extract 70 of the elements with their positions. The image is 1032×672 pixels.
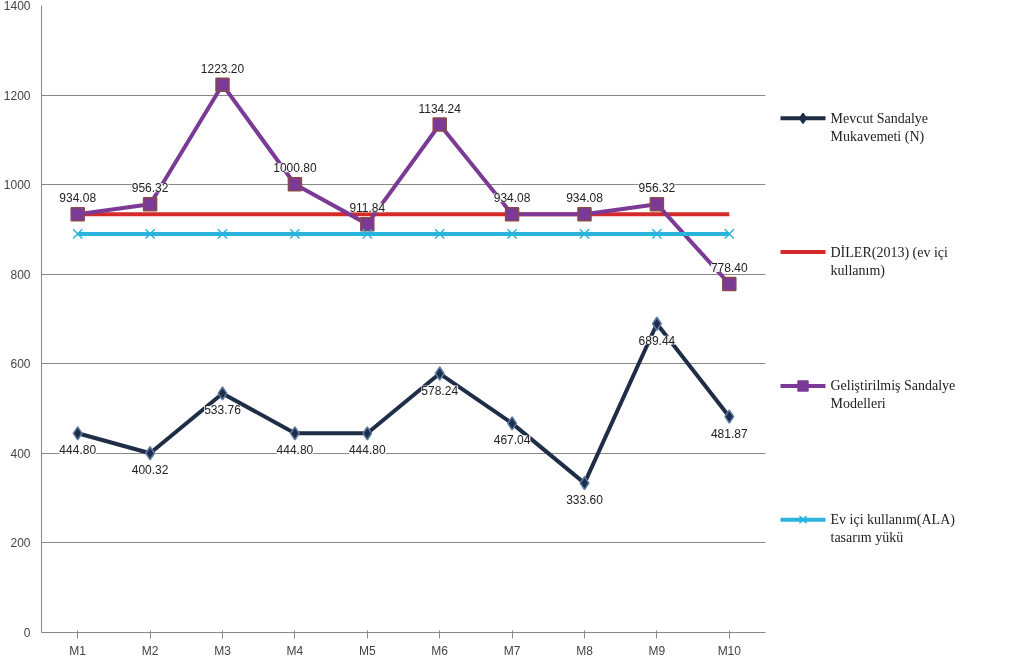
point [722, 276, 737, 292]
point [289, 228, 301, 240]
x-tick-label: M8 [576, 643, 594, 658]
point [577, 206, 592, 222]
data-label: 934.08 [566, 191, 604, 206]
point [507, 416, 518, 431]
data-label: 333.60 [566, 493, 604, 508]
point [144, 228, 156, 240]
point [217, 386, 228, 401]
legend-label: Mevcut Sandalye Mukavemeti (N) [830, 110, 929, 145]
x-tick-label: M9 [648, 643, 666, 658]
data-label: 481.87 [710, 426, 748, 441]
data-label: 533.76 [204, 403, 242, 418]
x-tick-label: M10 [717, 643, 742, 658]
point [217, 228, 228, 240]
point [72, 426, 83, 441]
y-tick-label: 400 [10, 446, 31, 461]
data-label: 467.04 [493, 433, 531, 448]
y-tick-label: 200 [10, 536, 31, 551]
data-label: 444.80 [59, 443, 97, 458]
data-label: 778.40 [710, 260, 748, 275]
data-label: 911.84 [349, 201, 386, 216]
data-label: 934.08 [59, 191, 97, 206]
data-label: 1223.20 [200, 61, 245, 76]
point [70, 206, 85, 222]
point [649, 196, 665, 212]
x-tick-label: M1 [69, 643, 87, 658]
point [360, 216, 375, 232]
legend-label: Geliştirilmiş Sandalye Modelleri [830, 378, 956, 412]
x-tick-label: M3 [214, 643, 232, 658]
y-tick-label: 1000 [3, 178, 31, 193]
data-label: 934.08 [493, 191, 531, 206]
data-label: 1134.24 [418, 101, 462, 116]
point [434, 228, 446, 240]
point [287, 177, 303, 192]
y-tick-label: 0 [23, 626, 31, 640]
point [432, 117, 447, 132]
point [215, 77, 230, 92]
x-tick-label: M5 [358, 643, 376, 658]
data-label: 444.80 [348, 443, 386, 458]
point [361, 228, 373, 240]
legend-label: Ev içi kullanım(ALA) tasarım yükü [830, 512, 956, 546]
point [723, 228, 735, 240]
point [362, 426, 373, 441]
data-label: 689.44 [638, 333, 676, 348]
point [289, 426, 300, 441]
x-tick-label: M4 [286, 643, 304, 658]
x-tick-label: M2 [141, 643, 159, 658]
point [434, 366, 445, 381]
point [506, 228, 518, 240]
data-label: 444.80 [276, 443, 314, 458]
point [72, 228, 84, 240]
x-tick-label: M6 [431, 643, 449, 658]
y-tick-label: 1200 [3, 88, 31, 103]
y-tick-label: 600 [10, 357, 31, 372]
data-label: 956.32 [638, 181, 676, 196]
data-label: 956.32 [131, 181, 169, 196]
point [504, 206, 520, 222]
y-tick-label: 1400 [3, 0, 31, 13]
legend-label: DİLER(2013) (ev içi kullanım) [830, 244, 949, 279]
data-label: 1000.80 [273, 161, 317, 176]
x-tick-label: M7 [503, 643, 521, 658]
y-tick-label: 800 [10, 267, 31, 282]
point [651, 228, 663, 240]
point [651, 316, 662, 331]
data-label: 400.32 [131, 463, 169, 478]
point [142, 196, 158, 212]
point [579, 228, 590, 240]
data-label: 578.24 [421, 383, 459, 398]
point [724, 409, 735, 424]
